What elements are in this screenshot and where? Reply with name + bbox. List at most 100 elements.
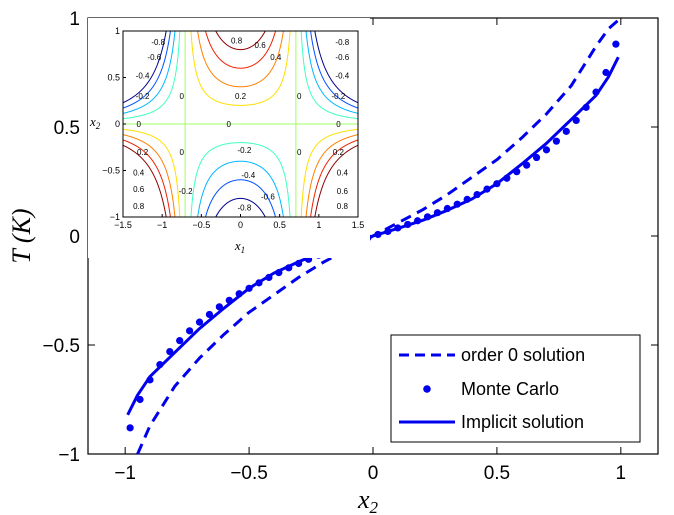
contour-label: 0.4	[133, 168, 145, 177]
montecarlo-point	[205, 310, 214, 319]
inset-x-axis-label: x1	[234, 238, 245, 255]
legend-label-implicit: Implicit solution	[461, 412, 584, 432]
contour-label: -0.8	[335, 38, 349, 47]
main-y-tick-label: 0	[69, 227, 80, 248]
legend-label-order0: order 0 solution	[461, 345, 585, 365]
montecarlo-point	[186, 327, 194, 335]
contour-line	[310, 139, 358, 217]
contour-line	[215, 31, 266, 51]
contour-line	[123, 128, 181, 217]
legend: order 0 solution Monte Carlo Implicit so…	[390, 334, 641, 443]
contour-line	[305, 31, 358, 114]
contour-label: -0.8	[238, 204, 252, 213]
contour-line	[123, 31, 176, 114]
contour-line	[197, 160, 284, 217]
contour-line	[123, 31, 181, 120]
contour-label: -0.8	[151, 38, 165, 47]
contour-line	[190, 31, 291, 106]
main-x-axis-label: x2	[357, 485, 379, 515]
contour-line	[123, 134, 176, 217]
inset-y-axis-label-sub: 2	[96, 121, 101, 131]
contour-line	[123, 139, 171, 217]
contour-label: 0.6	[133, 185, 145, 194]
contour-line	[314, 144, 358, 217]
inset-y-tick-label: 0	[115, 119, 120, 129]
contour-line	[204, 31, 277, 69]
contour-label: 0.8	[337, 202, 349, 211]
contour-line	[300, 31, 358, 120]
montecarlo-point	[602, 68, 610, 77]
contour-line	[215, 197, 266, 217]
legend-swatch-montecarlo	[423, 385, 431, 393]
main-y-tick-label: 0.5	[54, 118, 80, 139]
inset-x-tick-label: 0	[238, 220, 243, 230]
inset-y-tick-label: −1	[110, 212, 120, 222]
contour-label: -0.6	[147, 53, 161, 62]
inset-x-tick-label: 0.5	[273, 220, 286, 230]
contour-label: 0.4	[337, 168, 349, 177]
main-y-axis-label: T (K)	[7, 208, 36, 263]
inset-contour-labels: -0.8-0.6-0.4-0.2 0.20.40.60.8 -0.8-0.6-0.4…	[133, 36, 350, 212]
contour-line	[190, 142, 291, 217]
contour-label: 0.2	[137, 148, 149, 157]
main-x-axis-label-sub: 2	[370, 498, 379, 515]
inset-y-axis-label: x2	[89, 114, 101, 131]
contour-label: 0	[297, 92, 302, 101]
inset-x-tick-label: −0.5	[192, 220, 210, 230]
inset-ticks: −1.5 −1 −0.5 0 0.5 1 1.5−1−0.500.51	[102, 26, 364, 230]
contour-label: -0.2	[179, 187, 193, 196]
inset-x-tick-label: 1	[316, 220, 321, 230]
implicit-solution-line	[126, 56, 620, 416]
inset-x-axis-label-sub: 1	[241, 245, 246, 255]
contour-label: 0.4	[270, 53, 282, 62]
inset-contours	[123, 31, 358, 217]
main-x-tick-label: −1	[114, 463, 136, 484]
main-y-tick-label: 1	[69, 9, 80, 30]
inset-y-tick-label: −0.5	[102, 166, 120, 176]
montecarlo-point	[532, 153, 541, 162]
contour-line	[204, 179, 277, 217]
legend-label-montecarlo: Monte Carlo	[461, 379, 559, 399]
contour-label: 0.2	[333, 148, 345, 157]
contour-label: 0.8	[231, 36, 243, 45]
main-y-tick-label: −0.5	[42, 336, 80, 357]
montecarlo-point	[572, 116, 580, 125]
montecarlo-point	[126, 424, 134, 432]
inset-x-tick-label: 1.5	[352, 220, 365, 230]
inset-y-tick-label: 1	[115, 26, 120, 36]
contour-label: -0.6	[335, 53, 349, 62]
contour-line	[300, 128, 358, 217]
main-y-tick-label: −1	[58, 445, 80, 466]
contour-label: -0.2	[238, 146, 252, 155]
montecarlo-point	[542, 146, 551, 154]
main-x-tick-label: 1	[616, 463, 627, 484]
contour-label: 0	[136, 120, 141, 129]
montecarlo-point	[176, 337, 184, 345]
contour-label: 0	[336, 120, 341, 129]
inset-chart: -0.8-0.6-0.4-0.2 0.20.40.60.8 -0.8-0.6-0.4…	[88, 18, 370, 258]
montecarlo-point	[552, 137, 560, 145]
contour-label: 0	[180, 148, 185, 157]
contour-line	[305, 134, 358, 217]
montecarlo-point	[166, 347, 174, 356]
inset-y-tick-label: 0.5	[107, 73, 120, 83]
contour-label: 0.8	[133, 202, 145, 211]
main-ticks: −1 −0.5 0 0.5 1 −1 −0.5 0 0.5 1	[42, 9, 658, 484]
inset-x-tick-label: −1	[157, 220, 167, 230]
contour-label: -0.4	[335, 72, 349, 81]
montecarlo-point	[195, 318, 204, 326]
contour-label: 0.2	[235, 92, 247, 101]
contour-label: 0	[297, 148, 302, 157]
contour-line	[314, 31, 358, 104]
contour-line	[123, 31, 167, 104]
contour-label: -0.6	[261, 193, 275, 202]
montecarlo-point	[612, 40, 620, 48]
legend-box	[390, 334, 641, 443]
main-x-tick-label: 0	[368, 463, 379, 484]
contour-label: 0.6	[337, 187, 349, 196]
contour-label: 0.6	[255, 41, 267, 50]
montecarlo-point	[562, 127, 570, 135]
contour-line	[123, 31, 171, 109]
contour-label: -0.2	[136, 92, 150, 101]
